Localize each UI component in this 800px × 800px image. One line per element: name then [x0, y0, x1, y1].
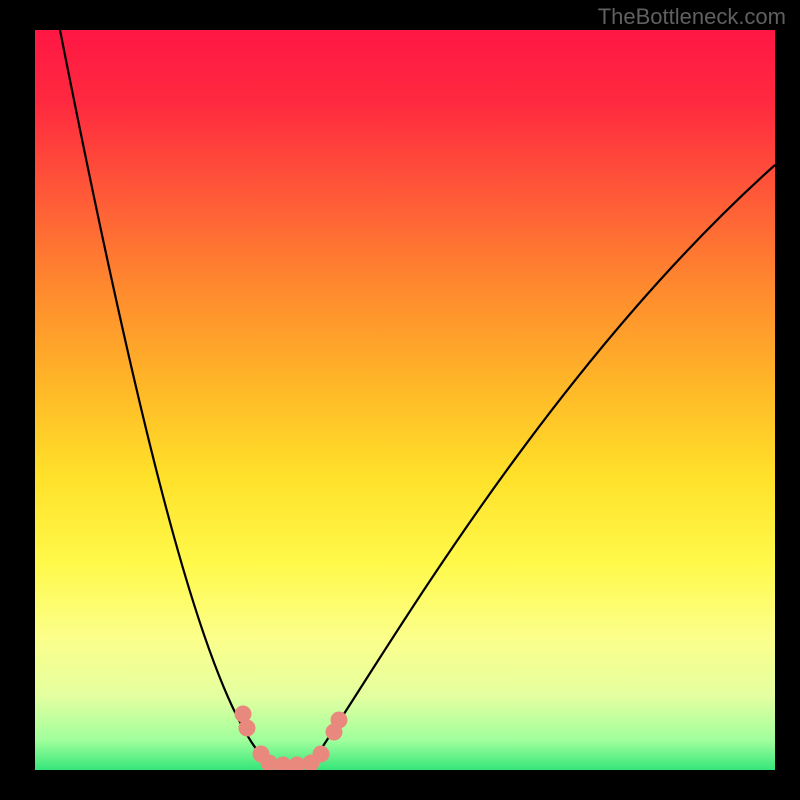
- bottleneck-curve: [60, 30, 775, 765]
- marker-point: [331, 712, 348, 729]
- marker-point: [239, 720, 256, 737]
- marker-point: [313, 746, 330, 763]
- watermark-text: TheBottleneck.com: [598, 4, 786, 30]
- marker-group: [235, 706, 348, 771]
- plot-area: [35, 30, 775, 770]
- curve-layer: [35, 30, 775, 770]
